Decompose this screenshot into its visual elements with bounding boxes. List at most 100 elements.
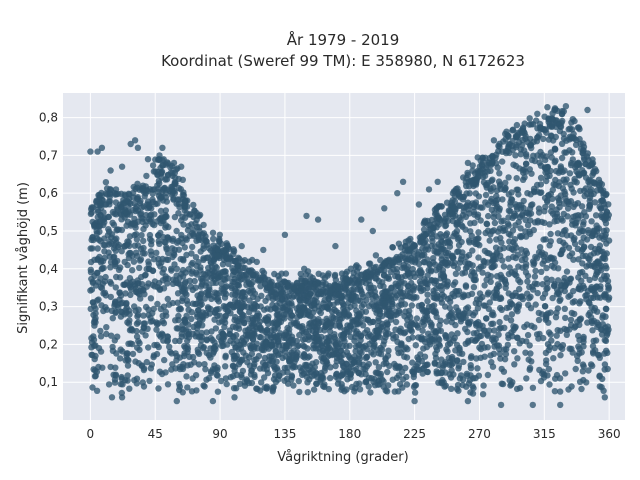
scatter-point	[339, 300, 347, 308]
scatter-point	[95, 236, 103, 243]
scatter-point	[588, 232, 596, 239]
scatter-point	[385, 382, 392, 389]
scatter-point	[96, 191, 103, 199]
scatter-point	[432, 354, 440, 362]
scatter-point	[465, 251, 473, 259]
scatter-point	[467, 362, 474, 369]
scatter-point	[356, 386, 364, 393]
scatter-point	[576, 345, 583, 352]
scatter-point	[222, 363, 229, 370]
scatter-point	[360, 344, 367, 351]
scatter-point	[534, 289, 541, 297]
scatter-point	[298, 286, 305, 293]
scatter-point	[433, 248, 440, 255]
scatter-point	[463, 174, 470, 182]
scatter-point	[256, 325, 264, 332]
scatter-point	[425, 186, 433, 193]
scatter-point	[534, 219, 541, 226]
scatter-point	[505, 214, 512, 221]
scatter-point	[139, 182, 147, 189]
scatter-point	[485, 159, 492, 166]
scatter-point	[601, 336, 608, 344]
scatter-point	[574, 357, 581, 364]
scatter-point	[436, 321, 443, 329]
scatter-point	[474, 213, 481, 221]
scatter-point	[229, 323, 237, 330]
scatter-point	[209, 279, 217, 286]
scatter-point	[416, 268, 423, 275]
scatter-point	[209, 336, 216, 344]
scatter-point	[500, 217, 507, 224]
scatter-point	[89, 234, 96, 241]
scatter-point	[481, 247, 489, 255]
scatter-point	[411, 382, 419, 389]
scatter-point	[115, 226, 122, 233]
scatter-point	[535, 132, 543, 139]
scatter-point	[477, 354, 484, 361]
scatter-point	[442, 215, 449, 222]
scatter-point	[166, 343, 173, 350]
x-tick-label: 90	[212, 427, 227, 441]
scatter-point	[475, 235, 482, 242]
scatter-point	[351, 367, 359, 374]
scatter-point	[98, 144, 106, 151]
scatter-point	[315, 321, 322, 328]
scatter-point	[149, 190, 156, 197]
scatter-point	[233, 385, 240, 392]
scatter-point	[229, 304, 237, 311]
scatter-point	[586, 176, 593, 184]
scatter-point	[519, 166, 527, 174]
scatter-point	[548, 203, 555, 210]
scatter-point	[546, 381, 553, 388]
scatter-point	[563, 232, 571, 239]
scatter-point	[498, 275, 505, 283]
scatter-point	[343, 276, 350, 283]
scatter-point	[503, 128, 510, 135]
scatter-point	[511, 271, 519, 278]
scatter-point	[192, 269, 200, 276]
scatter-point	[134, 144, 142, 151]
y-tick-label: 0,8	[39, 111, 58, 125]
scatter-point	[157, 263, 164, 270]
scatter-point	[543, 177, 550, 185]
scatter-point	[123, 299, 130, 307]
scatter-point	[285, 293, 293, 300]
scatter-point	[271, 326, 278, 333]
scatter-point	[192, 284, 199, 291]
scatter-point	[449, 217, 456, 225]
scatter-point	[251, 290, 259, 297]
scatter-point	[334, 380, 342, 387]
scatter-point	[194, 307, 202, 314]
scatter-point	[151, 283, 158, 290]
scatter-point	[562, 103, 570, 110]
scatter-point	[494, 342, 501, 349]
scatter-point	[283, 375, 291, 382]
scatter-point	[490, 263, 497, 270]
scatter-point	[557, 401, 564, 409]
scatter-point	[605, 237, 613, 244]
scatter-point	[125, 238, 132, 246]
scatter-point	[443, 283, 450, 290]
scatter-point	[157, 195, 164, 202]
scatter-point	[551, 344, 558, 352]
scatter-point	[462, 203, 469, 211]
scatter-point	[528, 322, 535, 329]
scatter-point	[398, 368, 406, 376]
scatter-point	[170, 159, 178, 167]
scatter-point	[597, 198, 605, 205]
scatter-point	[306, 376, 313, 383]
scatter-point	[560, 135, 568, 142]
scatter-point	[598, 384, 605, 391]
scatter-point	[100, 290, 107, 297]
scatter-point	[484, 332, 491, 339]
scatter-point	[555, 199, 563, 206]
scatter-point	[562, 314, 569, 322]
scatter-point	[354, 321, 361, 328]
scatter-point	[301, 307, 308, 314]
scatter-point	[324, 344, 331, 352]
scatter-point	[411, 397, 418, 405]
scatter-point	[261, 384, 268, 391]
scatter-point	[257, 283, 264, 290]
scatter-point	[501, 346, 508, 353]
scatter-point	[164, 295, 171, 303]
